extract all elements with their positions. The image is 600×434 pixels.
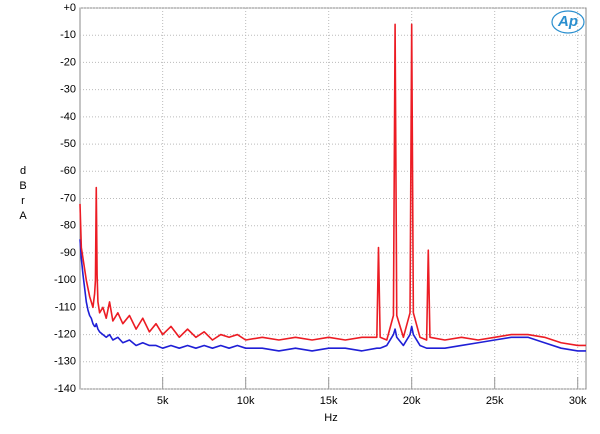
y-tick-label: -40	[60, 111, 76, 123]
y-tick-label: -110	[55, 301, 76, 313]
x-tick-label: 10k	[237, 395, 255, 407]
y-tick-label: -80	[60, 220, 76, 232]
x-tick-label: 30k	[569, 395, 587, 407]
y-tick-label: -50	[60, 138, 76, 150]
y-tick-label: -30	[60, 84, 76, 96]
y-tick-label: -130	[54, 356, 76, 368]
x-tick-label: 20k	[403, 395, 421, 407]
x-tick-label: 5k	[157, 395, 169, 407]
series-line	[79, 23, 586, 347]
logo-text: Ap	[557, 13, 578, 30]
y-tick-label: -20	[60, 56, 76, 68]
y-axis-label: dBr A	[19, 165, 28, 222]
y-tick-label: -60	[60, 165, 76, 177]
x-tick-label: 25k	[486, 395, 504, 407]
series-line	[79, 239, 586, 352]
y-tick-label: -90	[60, 247, 76, 259]
y-tick-label: -140	[54, 383, 76, 395]
y-tick-label: -10	[60, 29, 76, 41]
logo: Ap	[551, 10, 585, 34]
x-tick-label: 15k	[320, 395, 338, 407]
logo-ring	[551, 10, 585, 34]
y-tick-label: -100	[54, 274, 76, 286]
y-tick-label: +0	[63, 2, 76, 14]
x-axis-label: Hz	[324, 412, 337, 424]
y-tick-label: -120	[54, 328, 76, 340]
y-tick-label: -70	[60, 192, 76, 204]
